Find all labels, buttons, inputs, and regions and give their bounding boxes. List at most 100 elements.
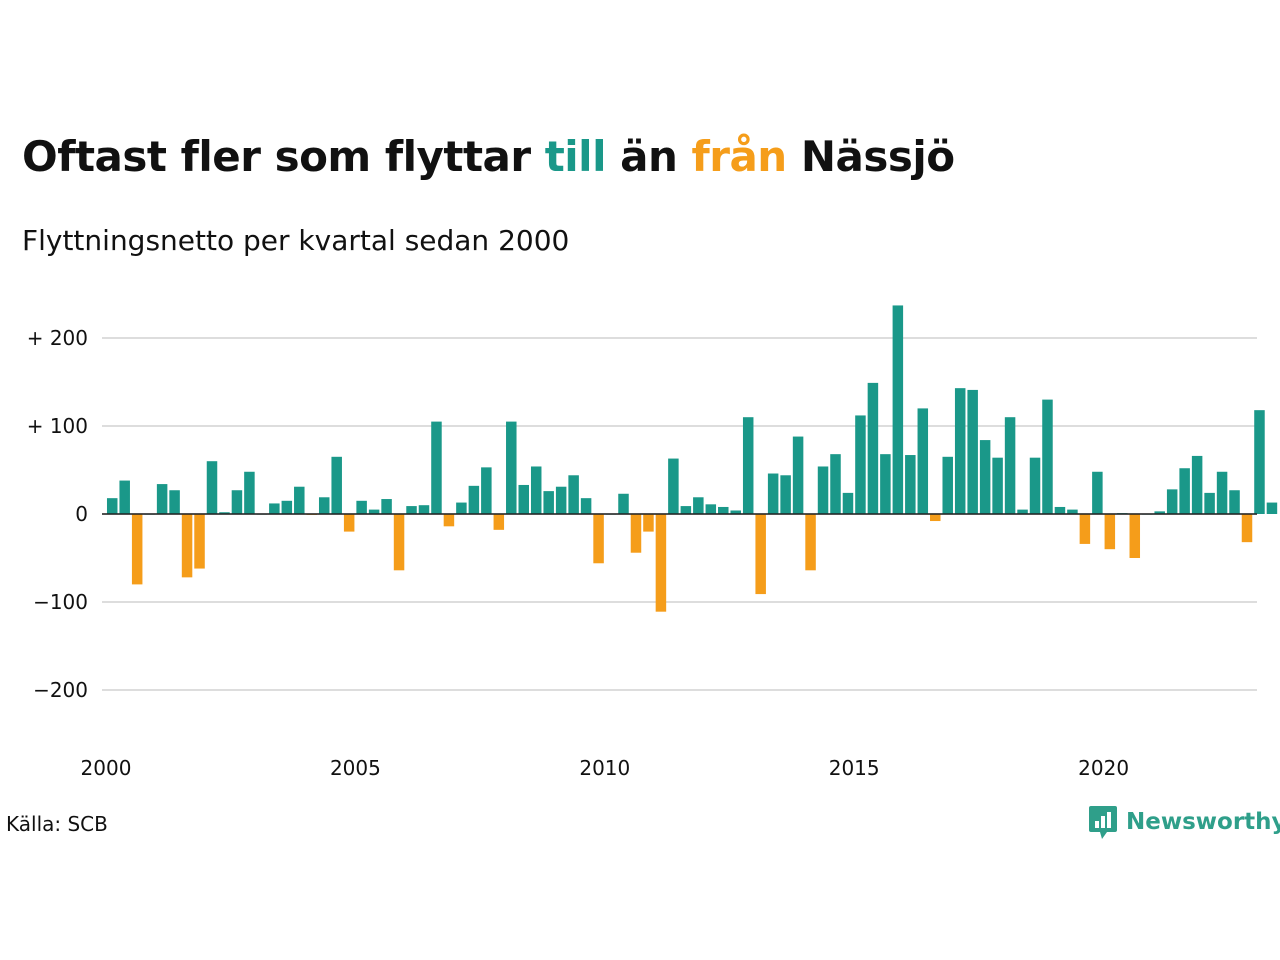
y-tick-label: −100 (33, 590, 88, 614)
bar (568, 475, 579, 514)
bar (742, 417, 754, 514)
bar (967, 389, 978, 514)
bar (1191, 455, 1203, 514)
title-highlight-till: till (544, 132, 607, 181)
x-tick-label: 2005 (330, 756, 381, 780)
title-part-5: Nässjö (786, 132, 955, 181)
bar (281, 500, 293, 514)
x-tick-label: 2020 (1078, 756, 1129, 780)
bars (102, 305, 1278, 612)
bar (269, 503, 280, 514)
bar (942, 456, 953, 514)
bar (992, 457, 1003, 514)
bar (817, 466, 829, 514)
bar (830, 454, 841, 514)
bar (954, 388, 966, 514)
bar (880, 454, 891, 514)
bar (1266, 502, 1278, 514)
bar (1216, 471, 1228, 514)
bar (206, 461, 218, 514)
bar (406, 506, 417, 514)
bar (655, 514, 667, 612)
x-tick-label: 2010 (579, 756, 630, 780)
bar (805, 514, 816, 571)
bar (1054, 506, 1066, 514)
bar (443, 514, 455, 527)
bar (331, 456, 342, 514)
y-axis-labels: + 200 + 100 0 −100 −200 (27, 326, 88, 702)
bar (131, 514, 143, 585)
x-tick-label: 2000 (81, 756, 132, 780)
bar (194, 514, 205, 569)
bar (643, 514, 654, 532)
bar (481, 467, 492, 514)
bar (431, 421, 442, 514)
bar (368, 509, 380, 514)
title-part-1: Oftast fler som flyttar (22, 132, 545, 181)
bar (593, 514, 604, 564)
bar (767, 473, 779, 514)
title-highlight-fran: från (691, 132, 787, 181)
bar (855, 415, 866, 514)
bar (905, 455, 916, 514)
bar (555, 486, 567, 514)
bar (181, 514, 193, 578)
bar (1092, 471, 1103, 514)
y-tick-label: −200 (33, 678, 88, 702)
bar (343, 514, 355, 532)
bar (393, 514, 405, 571)
bar (693, 497, 704, 514)
bar (1229, 490, 1240, 514)
bar (1079, 514, 1091, 544)
bar (618, 493, 629, 514)
bar (543, 491, 554, 514)
y-tick-label: 0 (75, 502, 88, 526)
bar (792, 436, 804, 514)
y-tick-label: + 100 (27, 414, 88, 438)
bar (1004, 417, 1016, 514)
bar (930, 514, 941, 522)
bar (1179, 468, 1190, 514)
bar (580, 498, 592, 514)
bar (1166, 489, 1178, 514)
bar (917, 408, 929, 514)
bar (892, 305, 904, 514)
chart-title: Oftast fler som flyttar till än från Näs… (22, 132, 955, 181)
bar (1154, 511, 1165, 514)
bar (219, 512, 230, 514)
bar (1204, 492, 1215, 514)
bar (418, 505, 430, 514)
bar (680, 506, 692, 514)
bar (506, 421, 517, 514)
x-axis-labels: 2000 2005 2010 2015 2020 (81, 756, 1130, 780)
bar (1017, 509, 1028, 514)
bar (169, 490, 180, 514)
bar (493, 514, 505, 530)
bar (119, 480, 130, 514)
bar (1254, 410, 1265, 514)
bar (979, 440, 991, 514)
bar (530, 466, 542, 514)
bar (231, 490, 243, 514)
newsworthy-logo-text: Newsworthy (1126, 809, 1280, 835)
bar (705, 504, 717, 514)
chart-subtitle: Flyttningsnetto per kvartal sedan 2000 (22, 224, 570, 257)
bar (630, 514, 642, 553)
title-part-3: än (605, 132, 692, 181)
bar (1241, 514, 1253, 543)
bar (456, 502, 467, 514)
bar (668, 458, 679, 514)
source-note: Källa: SCB (6, 812, 108, 836)
bar (780, 475, 791, 514)
newsworthy-logo-icon (1089, 806, 1117, 839)
bar (518, 484, 529, 514)
bar (244, 471, 255, 514)
bar (318, 497, 330, 514)
x-tick-label: 2015 (829, 756, 880, 780)
bar (1104, 514, 1116, 550)
bar (1042, 399, 1053, 514)
newsworthy-logo: Newsworthy (1088, 804, 1280, 840)
bar (842, 492, 854, 514)
bar-chart: + 200 + 100 0 −100 −200 2000 2005 2010 2015 2020 (27, 305, 1278, 780)
bar (755, 514, 766, 595)
